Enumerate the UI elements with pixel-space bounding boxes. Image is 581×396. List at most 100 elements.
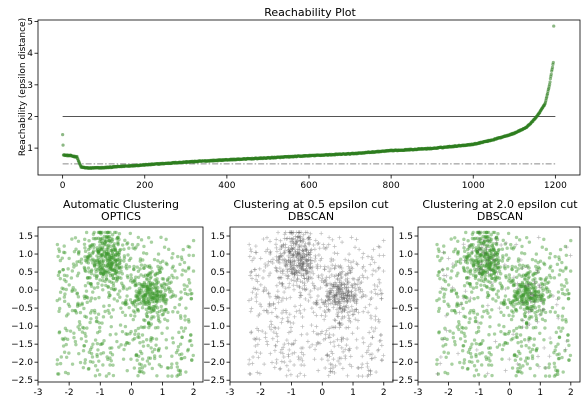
noise-point — [360, 255, 365, 260]
cluster-point — [497, 269, 502, 273]
noise-point — [356, 366, 361, 371]
cluster-point — [117, 255, 122, 260]
cluster-point — [164, 346, 169, 350]
cluster-point — [55, 358, 60, 362]
cluster-point — [453, 339, 457, 344]
cluster-point — [555, 262, 560, 267]
noise-point — [306, 298, 311, 303]
cluster-point — [175, 365, 180, 369]
cluster-point — [445, 267, 450, 271]
x-tick-label: 0 — [60, 181, 66, 191]
x-tick-label: 800 — [383, 181, 400, 191]
cluster-point — [450, 362, 454, 366]
noise-point — [331, 332, 336, 337]
cluster-point — [111, 247, 115, 252]
cluster-point — [145, 314, 149, 318]
cluster-point — [141, 290, 145, 294]
noise-point — [286, 368, 291, 373]
cluster-point — [98, 278, 102, 282]
cluster-point — [87, 239, 91, 243]
cluster-point — [67, 351, 71, 355]
cluster-point — [516, 341, 520, 345]
noise-point — [320, 276, 325, 281]
cluster-point — [532, 343, 536, 347]
cluster-point — [125, 266, 129, 271]
cluster-point — [516, 301, 520, 306]
cluster-point — [519, 340, 523, 344]
cluster-point — [455, 274, 459, 278]
reachability-point — [61, 143, 65, 147]
cluster-point — [98, 263, 102, 267]
cluster-point — [136, 295, 141, 299]
cluster-point — [476, 373, 481, 377]
cluster-point — [114, 263, 119, 267]
cluster-point — [560, 287, 564, 292]
cluster-point — [149, 346, 153, 350]
cluster-point — [77, 303, 82, 307]
cluster-point — [161, 294, 165, 298]
cluster-point — [110, 267, 114, 272]
cluster-point — [550, 305, 555, 310]
cluster-point — [102, 271, 106, 276]
noise-point — [548, 336, 553, 341]
cluster-point — [534, 316, 539, 320]
cluster-point — [523, 276, 527, 281]
cluster-point — [553, 348, 557, 352]
cluster-point — [94, 236, 99, 241]
cluster-point — [536, 290, 541, 294]
cluster-point — [100, 256, 104, 260]
cluster-point — [186, 267, 191, 271]
y-tick-label: −2.5 — [203, 376, 225, 386]
cluster-point — [135, 292, 139, 296]
cluster-point — [141, 297, 146, 301]
y-tick-label: −0.5 — [391, 304, 413, 314]
cluster-point — [108, 350, 113, 355]
cluster-point — [147, 320, 151, 325]
cluster-point — [182, 260, 187, 265]
cluster-point — [568, 269, 573, 273]
cluster-point — [156, 290, 160, 294]
noise-point — [265, 342, 270, 347]
cluster-point — [108, 356, 112, 360]
cluster-point — [448, 329, 452, 333]
noise-point — [323, 314, 328, 319]
cluster-point — [154, 298, 158, 303]
cluster-point — [117, 271, 121, 275]
cluster-point — [183, 318, 187, 322]
cluster-point — [85, 255, 89, 259]
cluster-point — [115, 339, 119, 344]
cluster-point — [106, 284, 110, 289]
x-tick-label: 0 — [129, 388, 135, 396]
noise-point — [278, 366, 283, 371]
cluster-point — [479, 241, 483, 245]
cluster-point — [144, 302, 149, 307]
noise-point — [370, 335, 375, 340]
cluster-point — [510, 303, 514, 307]
cluster-point — [138, 341, 142, 345]
cluster-point — [105, 270, 109, 275]
noise-point — [363, 305, 368, 310]
cluster-point — [151, 336, 155, 341]
cluster-point — [94, 274, 99, 279]
cluster-point — [110, 263, 115, 267]
cluster-point — [155, 279, 159, 283]
cluster-point — [58, 290, 63, 294]
noise-point — [311, 310, 316, 315]
cluster-point — [80, 330, 85, 334]
cluster-point — [186, 292, 190, 297]
x-tick-label: 0 — [507, 388, 513, 396]
cluster-point — [61, 287, 66, 291]
cluster-point — [150, 366, 154, 371]
noise-point — [250, 276, 255, 281]
cluster-point — [90, 355, 95, 359]
noise-point — [301, 352, 306, 357]
noise-point — [289, 237, 294, 242]
cluster-point — [151, 295, 155, 300]
cluster-point — [70, 362, 75, 366]
cluster-point — [134, 352, 139, 357]
cluster-point — [75, 292, 79, 296]
noise-point — [340, 240, 345, 245]
cluster-point — [162, 308, 167, 312]
noise-point — [275, 269, 280, 274]
